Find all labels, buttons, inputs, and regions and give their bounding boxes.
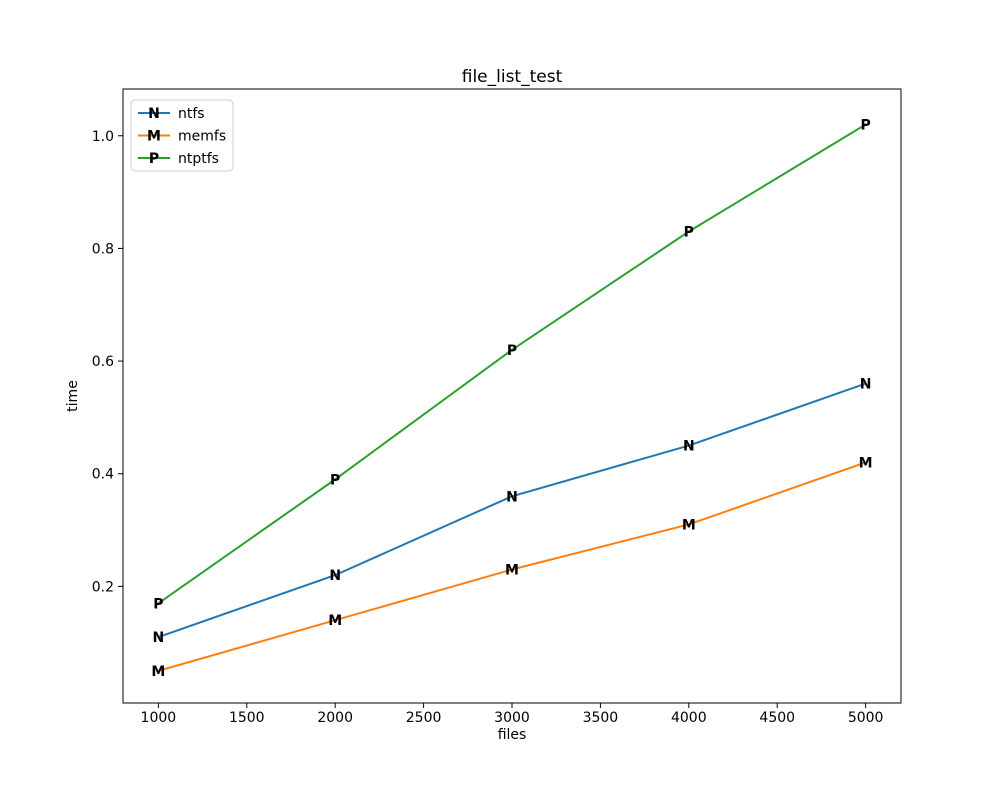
series-layer: N N N N N M M M M M P P P P P [151, 117, 872, 679]
marker-memfs: M [328, 613, 342, 629]
marker-ntfs: N [860, 377, 872, 393]
y-tick-label: 0.4 [92, 467, 114, 483]
series-line-ntptfs [157, 123, 867, 605]
series-line-memfs [157, 461, 867, 672]
legend-label-ntptfs: ntptfs [178, 151, 219, 167]
y-tick-label: 0.2 [92, 579, 114, 595]
legend-label-memfs: memfs [178, 129, 226, 145]
x-tick-label: 2000 [317, 710, 353, 726]
marker-ntfs: N [153, 630, 165, 646]
y-axis-label: time [65, 380, 81, 412]
legend-marker-ntfs: N [148, 106, 160, 122]
x-tick-label: 1000 [141, 710, 177, 726]
y-tick-label: 1.0 [92, 129, 114, 145]
y-tick-label: 0.8 [92, 241, 114, 257]
plot-border [122, 88, 902, 704]
x-tick-label: 3000 [494, 710, 530, 726]
legend-label-ntfs: ntfs [178, 106, 205, 122]
marker-ntfs: N [329, 568, 341, 584]
legend-box [130, 99, 234, 172]
marker-memfs: M [151, 664, 165, 680]
marker-memfs: M [682, 517, 696, 533]
marker-ntptfs: P [684, 225, 694, 241]
marker-ntptfs: P [153, 596, 163, 612]
marker-memfs: M [859, 455, 873, 471]
x-tick-label: 4500 [759, 710, 795, 726]
x-axis: 1000 1500 2000 2500 3000 3500 4000 4500 5000 [141, 703, 884, 726]
y-axis: 0.2 0.4 0.6 0.8 1.0 [92, 129, 123, 595]
y-tick-label: 0.6 [92, 354, 114, 370]
marker-ntptfs: P [330, 472, 340, 488]
x-tick-label: 4000 [671, 710, 707, 726]
x-tick-label: 5000 [848, 710, 884, 726]
x-tick-label: 3500 [583, 710, 619, 726]
marker-ntfs: N [683, 439, 695, 455]
marker-ntfs: N [506, 489, 518, 505]
marker-memfs: M [505, 562, 519, 578]
x-tick-label: 1500 [229, 710, 265, 726]
x-tick-label: 2500 [406, 710, 442, 726]
legend-marker-memfs: M [147, 129, 161, 145]
series-line-ntfs [157, 382, 867, 639]
marker-ntptfs: P [507, 343, 517, 359]
legend-marker-ntptfs: P [149, 151, 159, 167]
chart-title: file_list_test [462, 67, 563, 87]
marker-ntptfs: P [861, 117, 871, 133]
x-axis-label: files [498, 727, 527, 743]
